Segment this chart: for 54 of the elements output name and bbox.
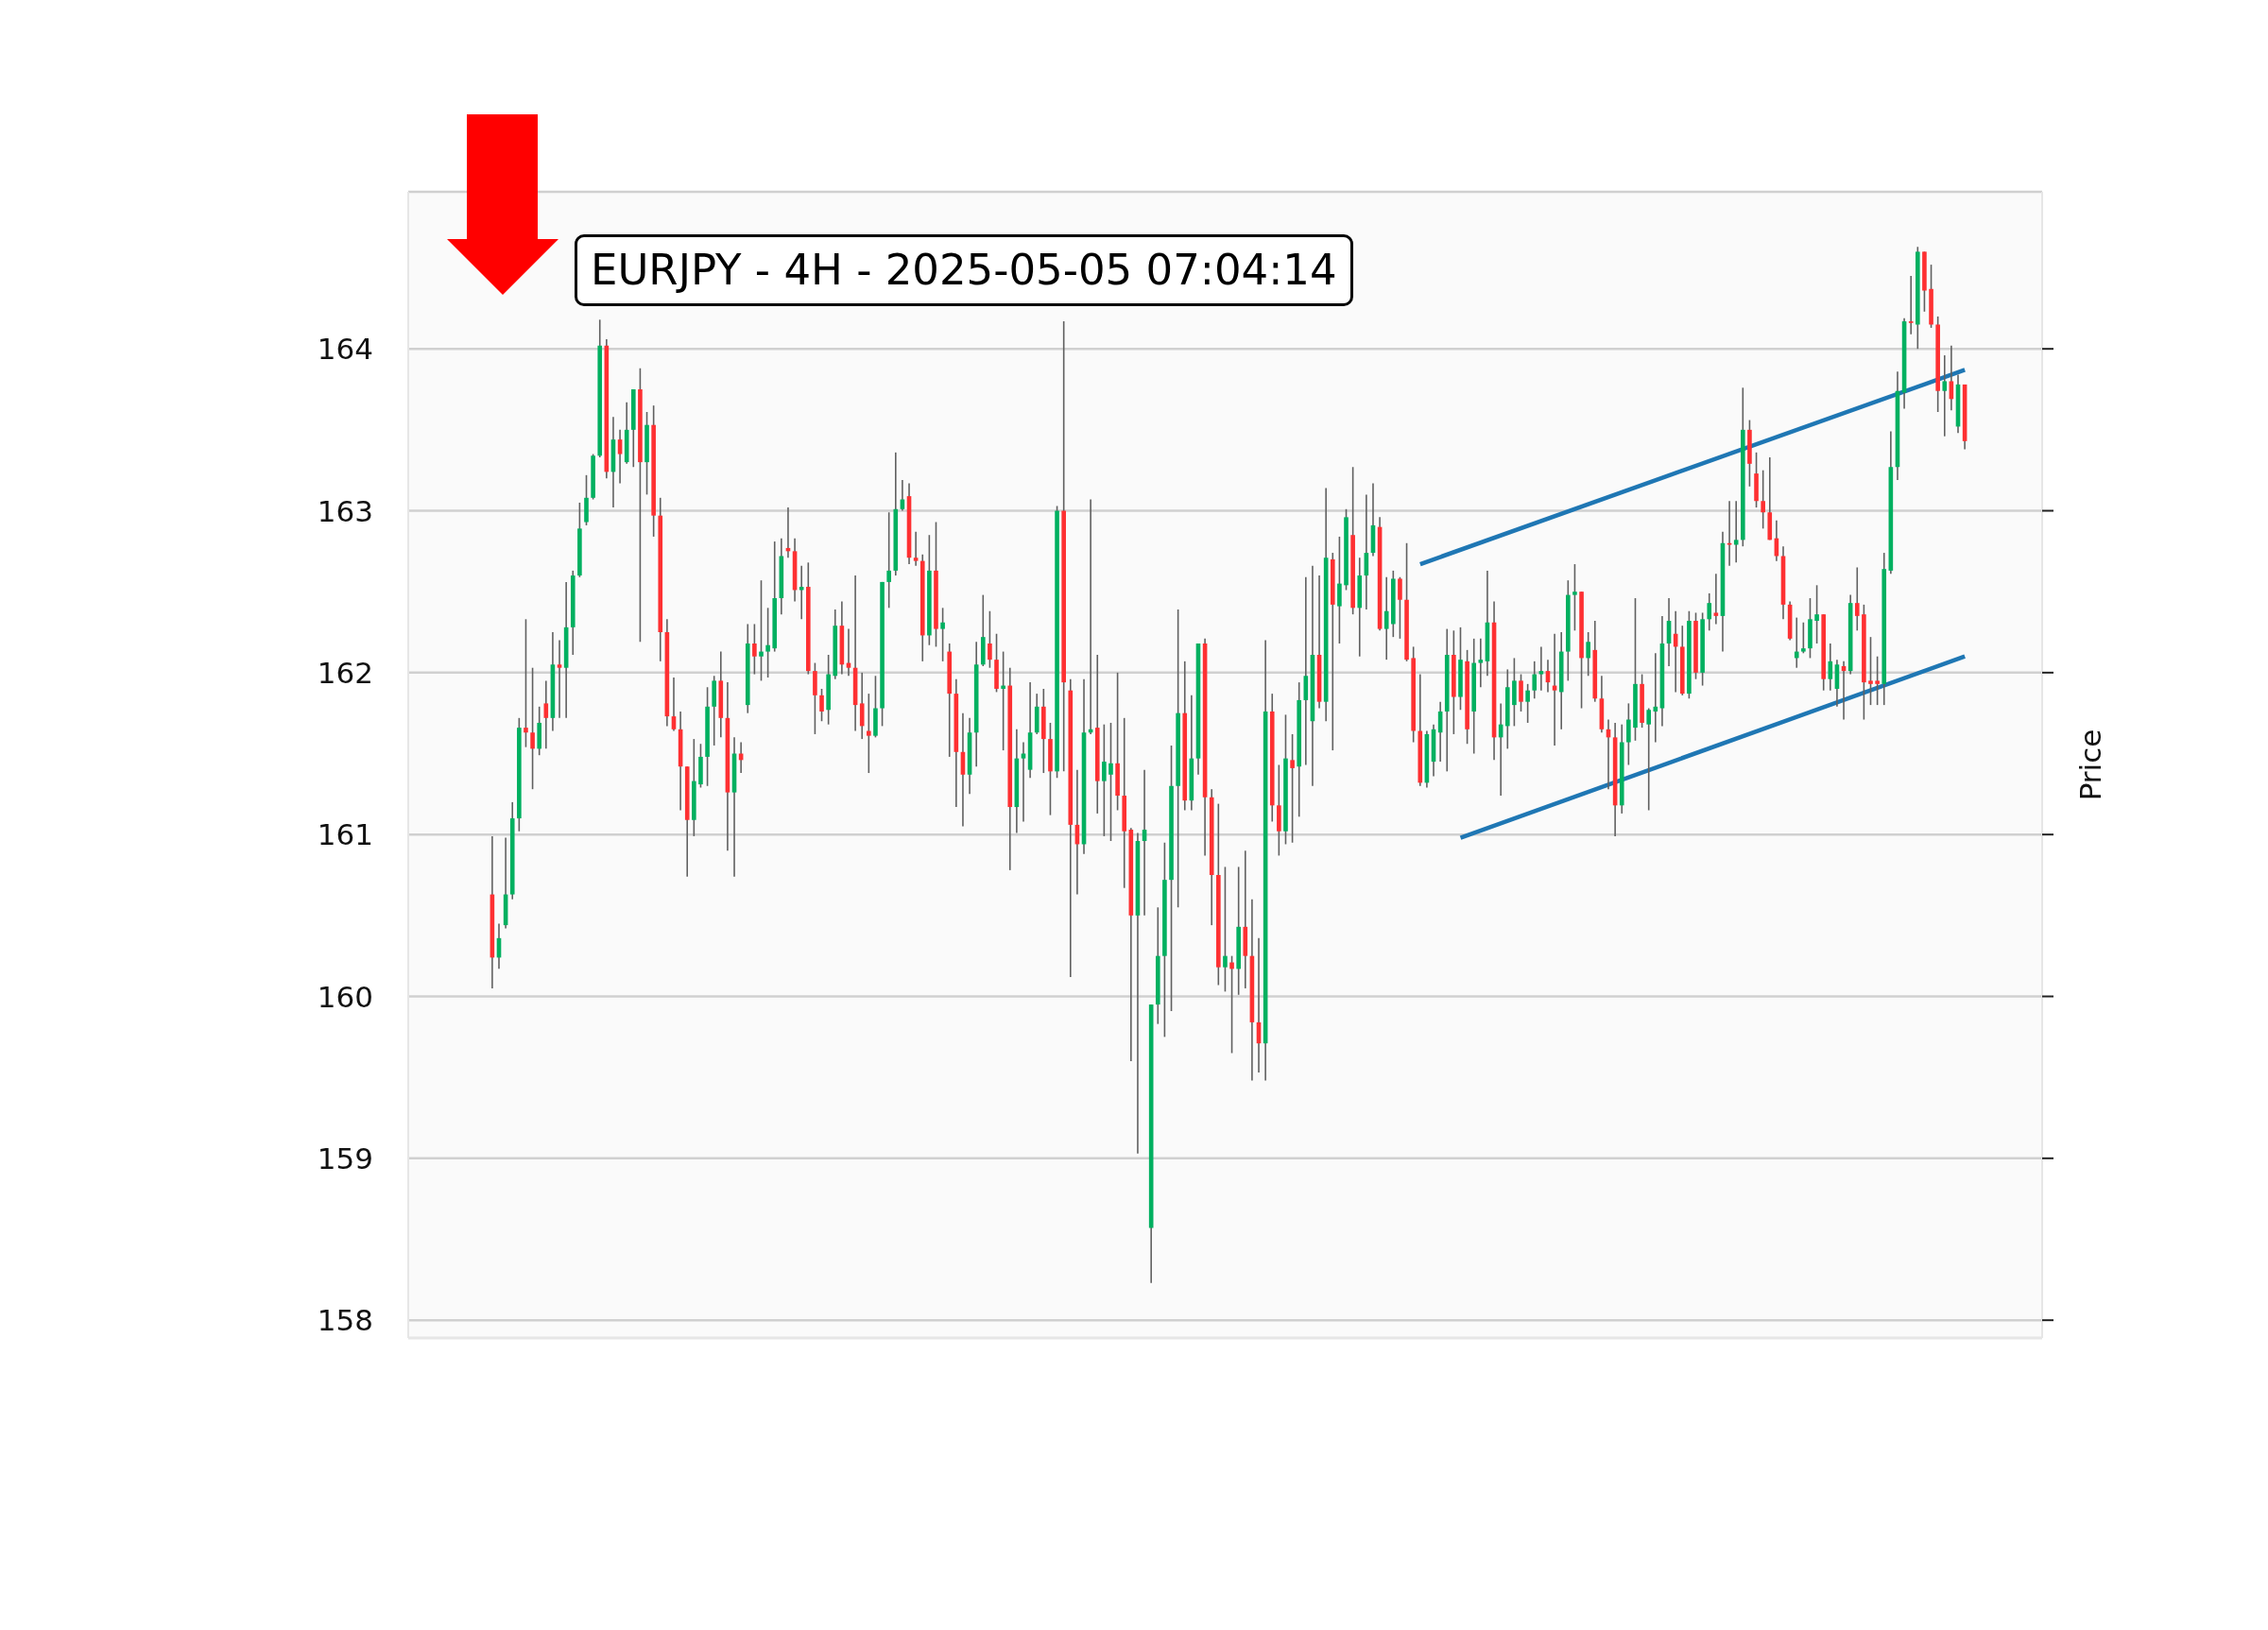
- candlestick: [530, 666, 535, 790]
- candlestick: [1337, 536, 1342, 644]
- y-tick-label: 162: [317, 655, 373, 690]
- candlestick: [1814, 584, 1819, 644]
- candlestick: [819, 688, 824, 723]
- candlestick: [1538, 645, 1544, 692]
- candlestick: [1572, 563, 1577, 632]
- candlestick: [1761, 469, 1765, 530]
- candlestick: [1532, 661, 1538, 700]
- candlestick: [1713, 573, 1719, 626]
- candlestick: [1626, 702, 1631, 766]
- y-tick-label: 160: [317, 979, 373, 1014]
- candlestick: [1733, 500, 1739, 564]
- candlestick: [1290, 733, 1295, 844]
- candlestick: [1223, 866, 1228, 993]
- candlestick: [886, 511, 891, 609]
- candlestick: [1398, 575, 1402, 640]
- candlestick: [1942, 354, 1948, 438]
- text: EURJPY - 4H - 2025-05-05 07:04:14: [575, 234, 1353, 306]
- y-tick-label: 161: [317, 817, 373, 852]
- candlestick: [1707, 592, 1712, 632]
- candlestick: [1383, 575, 1389, 661]
- candlestick: [752, 623, 757, 676]
- candlestick: [940, 607, 945, 662]
- candlestick: [859, 672, 865, 740]
- y-tick-label: 158: [317, 1303, 373, 1338]
- candlestick: [759, 579, 764, 682]
- candlestick: [1868, 636, 1873, 706]
- candlestick: [765, 607, 770, 678]
- candlestick: [1108, 722, 1113, 842]
- candlestick: [524, 618, 528, 748]
- candlestick: [988, 609, 992, 669]
- candlestick: [557, 639, 562, 719]
- candlestick: [1646, 707, 1652, 812]
- y-axis-title: Price: [2073, 729, 2107, 801]
- candlestick: [1801, 621, 1806, 655]
- y-tick-label: 164: [317, 332, 373, 367]
- candlestick: [1001, 650, 1005, 751]
- candlestick: [867, 693, 871, 774]
- candlestick: [1586, 631, 1590, 678]
- candlestick: [1854, 566, 1860, 632]
- y-tick-label: 159: [317, 1141, 373, 1175]
- y-tick-label: 163: [317, 493, 373, 528]
- candlestick: [617, 429, 623, 485]
- candlestick: [913, 530, 919, 567]
- candlestick: [1478, 638, 1484, 689]
- candlestick: [1794, 616, 1799, 669]
- candlestick: [1875, 655, 1880, 706]
- candlestick: [1229, 954, 1234, 1055]
- candlestick: [543, 679, 549, 750]
- candlestick: [1525, 683, 1530, 724]
- candlestick: [1102, 723, 1107, 837]
- candlestick: [1519, 673, 1523, 712]
- candlestick: [1908, 275, 1914, 335]
